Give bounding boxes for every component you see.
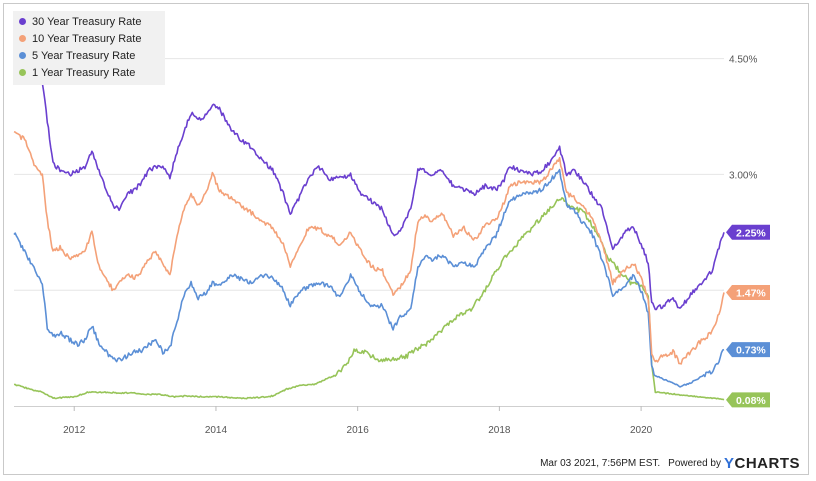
x-axis-tick-labels: 2012 2014 2016 2018 2020 — [63, 425, 653, 436]
legend-dot-1-year — [19, 69, 26, 76]
x-tick-label-3: 2018 — [488, 425, 511, 436]
end-label-flag-1 — [726, 285, 770, 301]
end-label-text-0: 2.25% — [736, 227, 766, 239]
y-tick-label-2: 4.50% — [729, 55, 757, 66]
end-label-text-3: 0.08% — [736, 395, 766, 407]
x-tick-label-2: 2016 — [347, 425, 370, 436]
end-label-flag-0 — [726, 224, 770, 240]
legend-dot-30-year — [19, 18, 26, 25]
chart-footer: Mar 03 2021, 7:56PM EST. Powered by YCHA… — [540, 454, 800, 472]
series-line-10-year-treasury-rate — [13, 130, 725, 365]
legend-label-30-year: 30 Year Treasury Rate — [32, 16, 142, 28]
series-line-5-year-treasury-rate — [13, 168, 725, 388]
y-tick-label-1: 3.00% — [729, 170, 757, 181]
legend-dot-5-year — [19, 52, 26, 59]
ycharts-logo[interactable]: YCHARTS — [724, 455, 800, 472]
end-label-text-2: 0.73% — [736, 345, 766, 357]
legend-label-1-year: 1 Year Treasury Rate — [32, 67, 136, 79]
end-label-10-year-treasury-rate: 1.47% — [726, 285, 770, 301]
ycharts-logo-y: Y — [723, 454, 735, 472]
x-tick-label-4: 2020 — [630, 425, 653, 436]
y-axis-tick-labels: 1.50%3.00%4.50% — [729, 55, 757, 298]
series-line-1-year-treasury-rate — [13, 197, 725, 401]
timestamp: Mar 03 2021, 7:56PM EST. — [540, 457, 661, 469]
legend: 30 Year Treasury Rate 10 Year Treasury R… — [13, 11, 165, 85]
chart-frame — [3, 3, 809, 475]
powered-by-text: Powered by — [668, 457, 721, 469]
end-label-flag-3 — [726, 392, 770, 408]
end-label-text-1: 1.47% — [736, 288, 766, 300]
series-line-30-year-treasury-rate — [13, 46, 725, 311]
ycharts-logo-text: CHARTS — [734, 454, 800, 472]
legend-label-5-year: 5 Year Treasury Rate — [32, 50, 136, 62]
end-label-30-year-treasury-rate: 2.25% — [726, 224, 770, 240]
x-tick-label-0: 2012 — [63, 425, 86, 436]
series-end-labels: 2.25% 1.47% 0.73% 0.08% — [726, 224, 770, 408]
end-label-1-year-treasury-rate: 0.08% — [726, 392, 770, 408]
series-lines — [13, 46, 725, 401]
end-label-flag-2 — [726, 342, 770, 358]
legend-label-10-year: 10 Year Treasury Rate — [32, 33, 142, 45]
end-label-5-year-treasury-rate: 0.73% — [726, 342, 770, 358]
x-tick-label-1: 2014 — [205, 425, 228, 436]
legend-dot-10-year — [19, 35, 26, 42]
